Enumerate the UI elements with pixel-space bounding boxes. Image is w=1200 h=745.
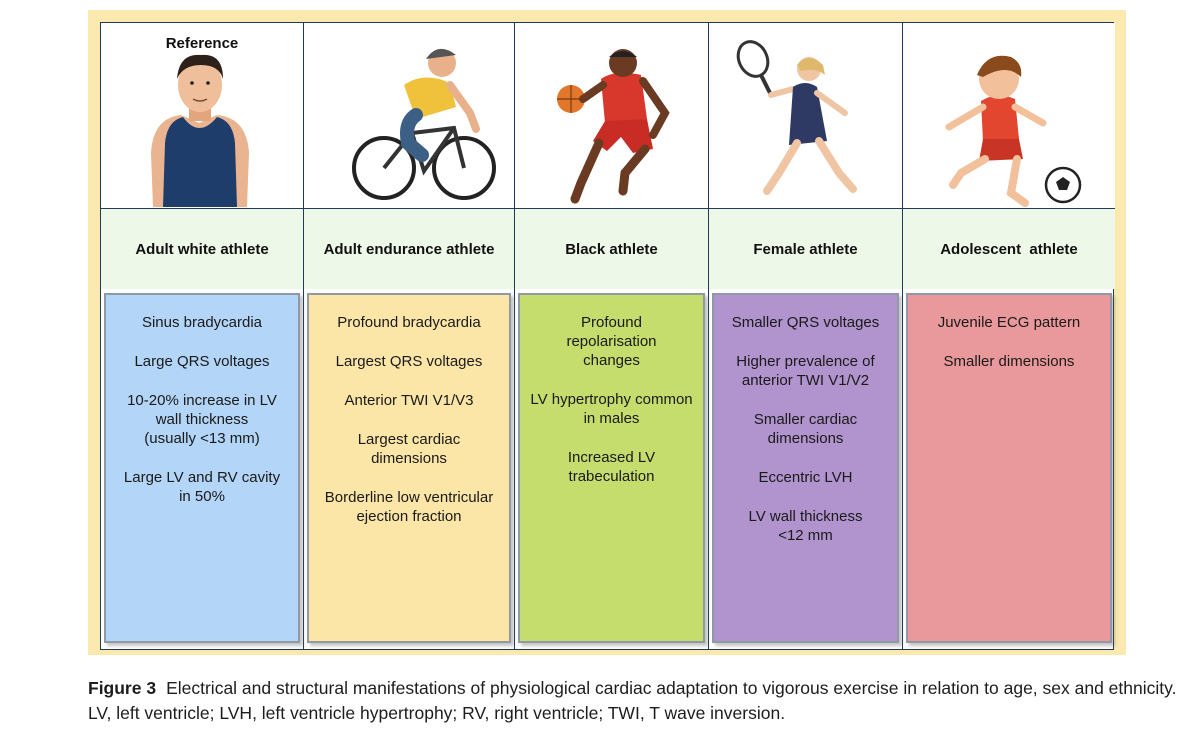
column-adolescent-athlete: Adolescent athlete Juvenile ECG pattern … [903,23,1115,649]
finding-item: Smaller QRS voltages [731,314,880,331]
findings-box: Profound bradycardia Largest QRS voltage… [307,293,511,643]
cyclist-icon [352,48,496,200]
findings-box: Smaller QRS voltages Higher prevalence o… [712,293,899,643]
finding-item: Profound repolarisation changes [566,314,657,369]
findings-box: Juvenile ECG pattern Smaller dimensions [906,293,1112,643]
finding-item: Juvenile ECG pattern [937,314,1081,331]
caption-text: Electrical and structural manifestations… [88,678,1177,723]
findings-box: Profound repolarisation changes LV hyper… [518,293,705,643]
caption-label: Figure 3 [88,678,157,698]
finding-item: LV hypertrophy common in males [530,391,693,427]
reference-man-icon [151,54,249,207]
column-female-athlete: Female athlete Smaller QRS voltages High… [709,23,903,649]
column-header: Black athlete [515,209,708,289]
finding-item: Increased LV trabeculation [567,449,656,485]
reference-label: Reference [165,35,239,52]
athlete-comparison-table: Reference Adult white athlete Sinus brad… [100,22,1115,650]
basketball-player-icon [557,49,670,204]
finding-item: Smaller cardiac dimensions [753,411,858,447]
finding-item: Largest QRS voltages [335,353,483,370]
image-cell: Reference [101,23,303,209]
finding-item: LV wall thickness <12 mm [748,508,863,544]
column-adult-endurance-athlete: Adult endurance athlete Profound bradyca… [304,23,515,649]
image-cell [903,23,1115,209]
column-header: Adolescent athlete [903,209,1115,289]
column-header: Female athlete [709,209,902,289]
figure-caption: Figure 3 Electrical and structural manife… [88,676,1188,726]
finding-item: Sinus bradycardia [141,314,263,331]
column-header: Adult white athlete [101,209,303,289]
column-header: Adult endurance athlete [304,209,514,289]
finding-item: Large LV and RV cavity in 50% [123,469,281,505]
image-cell [304,23,514,209]
finding-item: Anterior TWI V1/V3 [344,392,474,409]
column-black-athlete: Black athlete Profound repolarisation ch… [515,23,709,649]
soccer-boy-icon [945,55,1082,207]
finding-item: Profound bradycardia [337,314,481,331]
finding-item: Smaller dimensions [943,353,1075,370]
image-cell [515,23,708,209]
column-adult-white-athlete: Reference Adult white athlete Sinus brad… [101,23,304,649]
finding-item: Borderline low ventricular ejection frac… [324,489,494,525]
image-cell [709,23,902,209]
finding-item: Eccentric LVH [758,469,853,486]
findings-box: Sinus bradycardia Large QRS voltages 10-… [104,293,300,643]
finding-item: 10-20% increase in LV wall thickness (us… [127,392,277,447]
finding-item: Higher prevalence of anterior TWI V1/V2 [736,353,875,389]
tennis-player-icon [736,40,857,195]
finding-item: Large QRS voltages [134,353,270,370]
finding-item: Largest cardiac dimensions [357,431,461,467]
